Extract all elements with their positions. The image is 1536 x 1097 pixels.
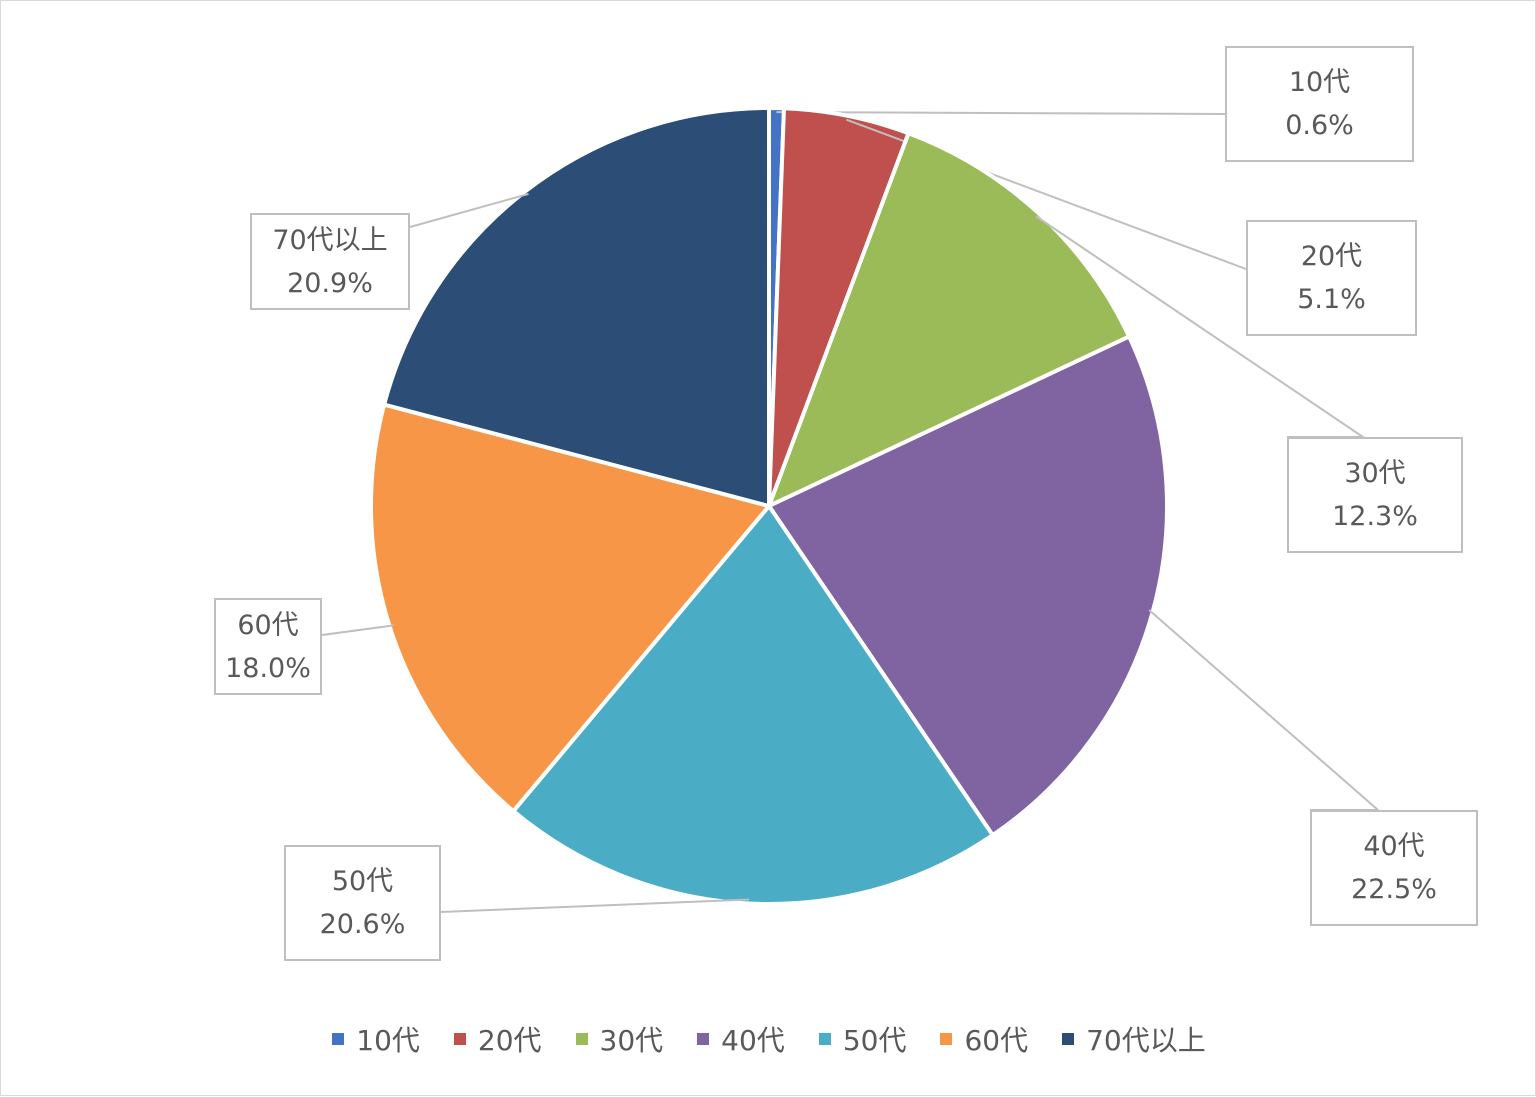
data-label-percent: 22.5% — [1351, 874, 1437, 905]
data-label-percent: 20.9% — [287, 267, 373, 299]
legend-item: 70代以上 — [1062, 1019, 1206, 1059]
data-label-category: 30代 — [1344, 458, 1406, 489]
data-label-category: 10代 — [1288, 67, 1351, 98]
data-label-category: 60代 — [237, 609, 299, 641]
legend-label: 20代 — [477, 1024, 542, 1057]
legend-marker — [697, 1033, 710, 1045]
leader-line — [1148, 609, 1381, 811]
legend: 10代 20代 30代 40代 50代 60代 70代以上 — [1, 1019, 1536, 1059]
leader-line — [440, 898, 750, 913]
legend-label: 10代 — [356, 1024, 420, 1057]
legend-item: 20代 — [453, 1019, 542, 1059]
pie-slice — [766, 333, 1169, 838]
data-label-category: 50代 — [331, 866, 394, 897]
legend-item: 60代 — [940, 1019, 1028, 1059]
data-label-percent: 18.0% — [225, 652, 311, 684]
legend-item: 40代 — [697, 1019, 785, 1059]
data-label-percent: 0.6% — [1285, 110, 1354, 141]
legend-marker — [940, 1033, 953, 1045]
legend-marker — [332, 1033, 345, 1045]
legend-label: 50代 — [842, 1024, 907, 1057]
leader-line — [776, 111, 1226, 115]
leader-line — [409, 192, 529, 228]
legend-marker — [453, 1033, 466, 1045]
legend-marker — [575, 1033, 588, 1045]
legend-item: 10代 — [332, 1019, 420, 1059]
data-label: 20代 5.1% — [1246, 220, 1417, 336]
pie-slice — [510, 502, 996, 906]
data-label-category: 40代 — [1363, 831, 1425, 862]
data-label-category: 20代 — [1300, 241, 1363, 272]
legend-label: 40代 — [721, 1024, 785, 1057]
pie-slice — [381, 105, 771, 509]
data-label: 70代以上 20.9% — [250, 213, 410, 310]
legend-item: 30代 — [575, 1019, 664, 1059]
data-label: 10代 0.6% — [1225, 46, 1414, 162]
legend-label: 70代以上 — [1086, 1024, 1206, 1057]
leader-line — [321, 624, 394, 636]
data-label-category: 70代以上 — [272, 224, 388, 256]
legend-label: 60代 — [964, 1024, 1029, 1057]
data-label-percent: 20.6% — [319, 909, 406, 940]
data-label: 50代 20.6% — [284, 845, 441, 961]
legend-label: 30代 — [599, 1024, 664, 1057]
pie-slice — [765, 130, 1132, 510]
data-label-percent: 5.1% — [1297, 284, 1366, 315]
legend-item: 50代 — [818, 1019, 907, 1059]
data-label: 60代 18.0% — [214, 598, 322, 695]
legend-marker — [818, 1033, 831, 1045]
legend-marker — [1062, 1033, 1075, 1045]
data-label: 30代 12.3% — [1287, 437, 1463, 553]
data-label-percent: 12.3% — [1332, 501, 1418, 532]
data-label: 40代 22.5% — [1310, 810, 1478, 926]
